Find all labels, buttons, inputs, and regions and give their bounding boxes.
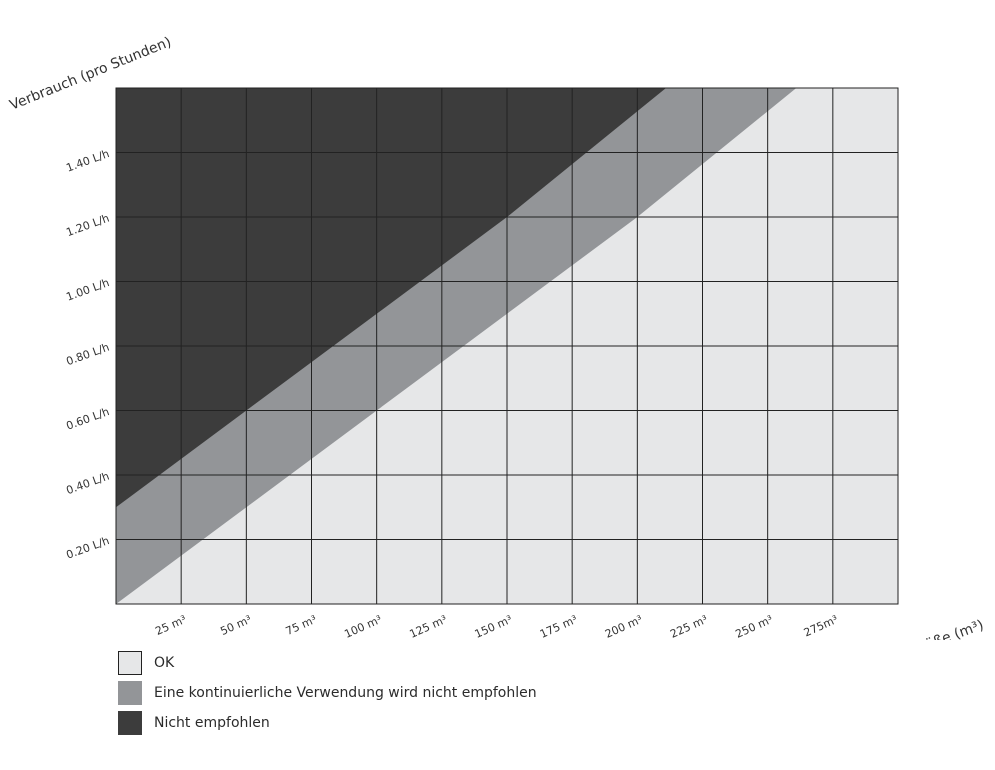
legend-swatch-not-recommended — [118, 711, 142, 735]
x-tick-label: 25 m³ — [153, 613, 188, 638]
x-tick-label: 75 m³ — [284, 613, 319, 638]
x-tick-labels: 25 m³ 50 m³ 75 m³ 100 m³ 125 m³ 150 m³ 175 m³ 2… — [153, 613, 840, 640]
x-axis-title: Raumgröße (m³) — [872, 617, 986, 640]
region-not-recommended — [116, 88, 666, 508]
x-tick-label: 225 m³ — [668, 613, 709, 640]
legend-item-not-continuous: Eine kontinuierliche Verwendung wird nic… — [118, 678, 537, 708]
legend: OK Eine kontinuierliche Verwendung wird … — [118, 648, 537, 738]
plot-frame — [115, 87, 899, 605]
y-tick-label: 0.20 L/h — [64, 534, 111, 562]
legend-label-ok: OK — [154, 655, 175, 671]
x-tick-label: 200 m³ — [603, 613, 644, 640]
chart: 25 m³ 50 m³ 75 m³ 100 m³ 125 m³ 150 m³ 175 m³ 2… — [8, 34, 986, 640]
y-tick-label: 0.60 L/h — [64, 405, 111, 433]
x-tick-label: 50 m³ — [218, 613, 253, 638]
y-tick-label: 1.40 L/h — [64, 147, 111, 175]
legend-item-ok: OK — [118, 648, 537, 678]
legend-swatch-not-continuous — [118, 681, 142, 705]
x-tick-label: 150 m³ — [473, 613, 514, 640]
x-tick-label: 175 m³ — [538, 613, 579, 640]
x-tick-label: 100 m³ — [342, 613, 383, 640]
legend-item-not-recommended: Nicht empfohlen — [118, 708, 537, 738]
legend-swatch-ok — [118, 651, 142, 675]
x-tick-label: 250 m³ — [733, 613, 774, 640]
y-tick-label: 1.00 L/h — [64, 276, 111, 304]
x-tick-label: 275m³ — [802, 613, 840, 640]
x-tick-label: 125 m³ — [408, 613, 449, 640]
legend-label-not-continuous: Eine kontinuierliche Verwendung wird nic… — [154, 685, 537, 701]
legend-label-not-recommended: Nicht empfohlen — [154, 715, 270, 731]
chart-gridlines — [115, 87, 899, 605]
y-tick-label: 1.20 L/h — [64, 212, 111, 240]
y-tick-label: 0.40 L/h — [64, 470, 111, 498]
y-tick-label: 0.80 L/h — [64, 341, 111, 369]
y-tick-labels: 0.20 L/h 0.40 L/h 0.60 L/h 0.80 L/h 1.00 L/h… — [64, 147, 111, 562]
